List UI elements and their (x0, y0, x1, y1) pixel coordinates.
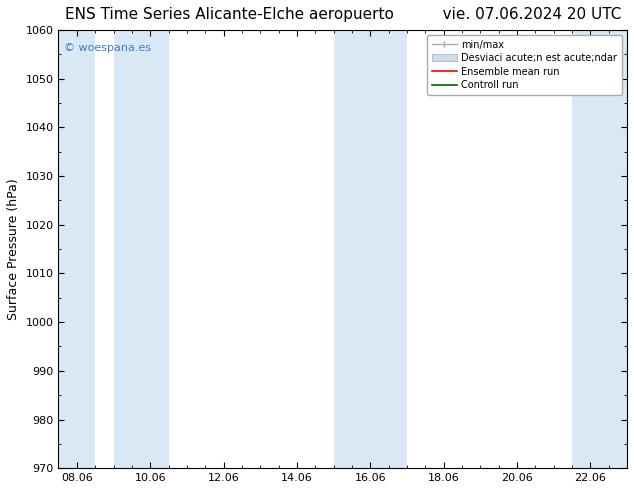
Bar (572, 30, 627, 468)
Legend: min/max, Desviaci acute;n est acute;ndar, Ensemble mean run, Controll run: min/max, Desviaci acute;n est acute;ndar… (427, 35, 622, 95)
Bar (58, 30, 95, 468)
Y-axis label: Surface Pressure (hPa): Surface Pressure (hPa) (7, 178, 20, 320)
Bar (113, 30, 169, 468)
Text: © woespana.es: © woespana.es (64, 43, 152, 53)
Bar (333, 30, 407, 468)
Title: ENS Time Series Alicante-Elche aeropuerto          vie. 07.06.2024 20 UTC: ENS Time Series Alicante-Elche aeropuert… (65, 7, 621, 22)
